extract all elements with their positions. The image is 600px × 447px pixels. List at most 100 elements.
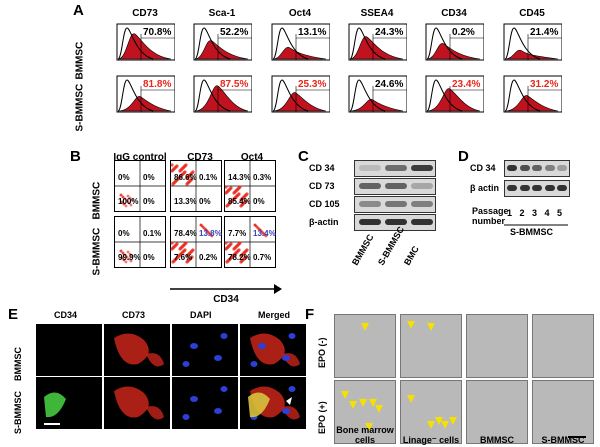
- f-row-0: EPO (-): [317, 337, 327, 369]
- scatter-dots-0-1: [171, 161, 221, 211]
- c-band-2-0: [359, 201, 381, 207]
- e-micrograph-1-0: [36, 377, 102, 429]
- scatter-dots-1-0: [115, 217, 165, 267]
- f-image-1-1: [400, 380, 462, 444]
- b-row-bmmsc: BMMSC: [91, 181, 103, 220]
- e-channel-3: Merged: [258, 310, 291, 320]
- d-group-bracket: [504, 224, 568, 226]
- f-scale-bar: [568, 436, 586, 438]
- scatter-0-1: 86.6% 0.1% 13.3% 0%: [170, 160, 222, 212]
- f-col-0: Bone marrow cells: [336, 425, 394, 445]
- panel-e-label: E: [8, 306, 19, 323]
- histogram-1-4: [425, 75, 484, 113]
- c-band-strip-1: [354, 178, 436, 195]
- d-group-label: S-BMMSC: [510, 227, 553, 237]
- percent-1-5: 31.2%: [530, 79, 559, 90]
- f-arrow-0-1-1: [407, 321, 415, 329]
- histogram-0-0: [116, 23, 175, 61]
- f-arrow-1-0-3: [369, 399, 377, 407]
- percent-1-3: 24.6%: [375, 79, 404, 90]
- e-channel-2: DAPI: [190, 310, 212, 320]
- c-band-0-2: [411, 165, 433, 171]
- f-arrow-0-1-0: [427, 323, 435, 331]
- d-band-strip-1: [504, 180, 570, 197]
- percent-0-5: 21.4%: [530, 27, 559, 38]
- d-passage-4: 5: [557, 208, 563, 218]
- percent-0-1: 52.2%: [220, 27, 249, 38]
- quad-0-1-2: 13.3%: [174, 197, 197, 206]
- f-image-0-1: [400, 314, 462, 378]
- f-arrow-1-1-4: [449, 417, 457, 425]
- f-arrow-1-1-1: [427, 421, 435, 429]
- f-row-1: EPO (+): [317, 401, 327, 434]
- row-label-bmmsc: BMMSC: [74, 41, 86, 80]
- histogram-0-1: [193, 23, 252, 61]
- c-band-1-1: [385, 183, 407, 189]
- quad-1-2-3: 0.7%: [253, 253, 272, 262]
- scatter-0-2: 14.3% 0.3% 85.4% 0%: [224, 160, 276, 212]
- scatter-dots-1-1: [171, 217, 221, 267]
- col-oct4: Oct4: [240, 152, 264, 163]
- d-band-1-4: [557, 185, 567, 191]
- d-band-label-0: CD 34: [470, 163, 496, 173]
- d-passage-0: 1: [507, 208, 513, 218]
- c-band-3-1: [385, 219, 407, 225]
- c-lane-2: BMC: [402, 244, 421, 267]
- f-arrow-0-0-0: [361, 323, 369, 331]
- f-arrow-1-0-5: [365, 423, 373, 431]
- d-band-0-4: [557, 165, 567, 171]
- quad-0-2-1: 0.3%: [253, 173, 272, 182]
- e-micrograph-0-3: [240, 324, 306, 376]
- c-band-strip-0: [354, 160, 436, 177]
- f-arrow-1-0-2: [359, 399, 367, 407]
- percent-1-1: 87.5%: [220, 79, 249, 90]
- c-band-1-2: [411, 183, 433, 189]
- d-band-label-1: β actin: [470, 183, 499, 193]
- scatter-1-1: 78.4% 13.8% 7.6% 0.2%: [170, 216, 222, 268]
- d-passage-label: Passage number: [472, 206, 509, 226]
- c-lane-0: BMMSC: [350, 232, 376, 267]
- panel-c-label: C: [298, 148, 309, 165]
- c-band-3-0: [359, 219, 381, 225]
- panel-f-label: F: [305, 306, 315, 323]
- percent-1-4: 23.4%: [452, 79, 481, 90]
- cd34-axis-arrow: [170, 284, 282, 294]
- marker-oct4: Oct4: [288, 8, 312, 19]
- c-band-0-0: [359, 165, 381, 171]
- histogram-0-2: [271, 23, 330, 61]
- quad-1-0-3: 0%: [143, 253, 155, 262]
- f-image-0-0: [334, 314, 396, 378]
- d-passage-2: 3: [532, 208, 538, 218]
- col-cd73: CD73: [187, 152, 213, 163]
- d-band-1-2: [532, 185, 542, 191]
- d-passage-1: 2: [519, 208, 525, 218]
- histogram-0-3: [348, 23, 407, 61]
- f-arrow-1-0-4: [375, 405, 383, 413]
- quad-0-1-0: 86.6%: [174, 173, 197, 182]
- f-image-0-3: [532, 314, 594, 378]
- d-band-0-1: [519, 165, 530, 171]
- scatter-dots-1-2: [225, 217, 275, 267]
- f-arrow-1-1-3: [441, 421, 449, 429]
- f-image-1-2: [466, 380, 528, 444]
- f-arrow-1-1-0: [407, 395, 415, 403]
- c-band-0-1: [385, 165, 407, 171]
- c-band-2-2: [411, 201, 433, 207]
- c-band-label-2: CD 105: [309, 199, 340, 209]
- e-micrograph-1-2: [172, 377, 238, 429]
- quad-1-2-2: 78.2%: [228, 253, 251, 262]
- quad-1-0-2: 99.9%: [118, 253, 141, 262]
- quad-0-0-0: 0%: [118, 173, 130, 182]
- quad-1-1-2: 7.6%: [174, 253, 193, 262]
- scatter-1-2: 7.7% 13.4% 78.2% 0.7%: [224, 216, 276, 268]
- c-band-strip-2: [354, 196, 436, 213]
- panel-b-label: B: [70, 148, 81, 165]
- quad-1-1-0: 78.4%: [174, 229, 197, 238]
- f-image-0-2: [466, 314, 528, 378]
- d-band-1-3: [544, 185, 555, 191]
- quad-0-1-1: 0.1%: [199, 173, 218, 182]
- cd34-axis-label: CD34: [213, 294, 239, 305]
- quad-0-2-0: 14.3%: [228, 173, 251, 182]
- f-arrow-1-0-0: [341, 391, 349, 399]
- histogram-1-2: [271, 75, 330, 113]
